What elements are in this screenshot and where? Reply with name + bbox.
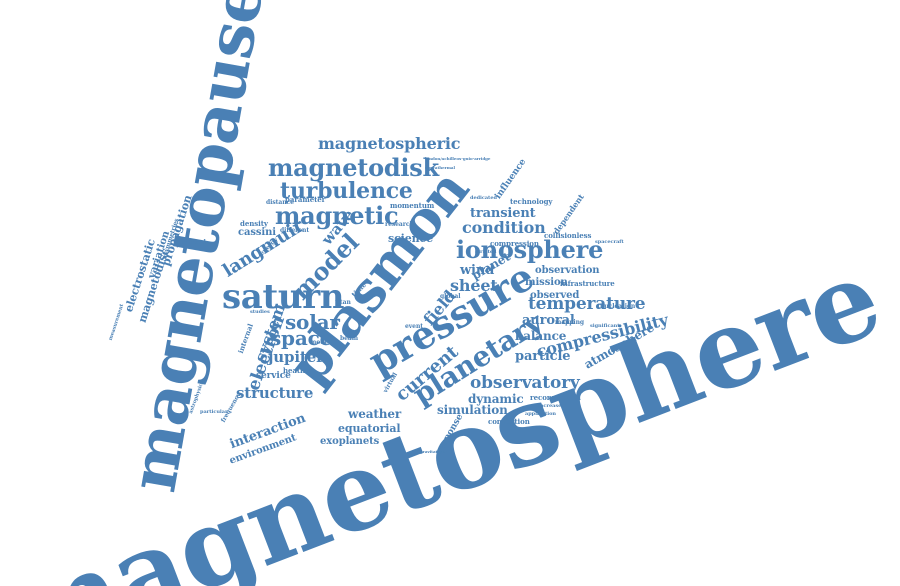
word-internal: internal: [235, 322, 255, 355]
word-condition: condition: [462, 218, 546, 237]
word-research: research: [385, 221, 414, 228]
word-mission: mission: [525, 277, 568, 288]
word-event: event: [405, 323, 423, 330]
word-gravitational: gravitational: [420, 449, 449, 454]
word-infrastructure: infrastructure: [560, 279, 615, 288]
word-distance: distance: [266, 199, 294, 206]
word-solar: solar: [285, 310, 340, 334]
word-momentum: momentum: [390, 201, 435, 210]
word-convection: convection: [488, 417, 530, 426]
word-dependent: dependent: [550, 192, 586, 236]
word-transient: transient: [470, 206, 536, 221]
word-trapped: trapped: [180, 239, 206, 246]
word-wind: wind: [460, 263, 495, 278]
word-weather: weather: [348, 407, 402, 421]
word-balance: balance: [515, 329, 567, 343]
word-dedicated: dedicated: [470, 195, 497, 201]
word-suprathermal: suprathermal: [425, 165, 455, 170]
word-spacecraft: spacecraft: [595, 239, 624, 245]
word-particle: particle: [515, 349, 571, 364]
word-influence: influence: [493, 157, 529, 202]
word-equatorial: equatorial: [338, 422, 401, 435]
word-measurement: measurement: [107, 303, 126, 342]
word-exoplanets: exoplanets: [320, 436, 380, 447]
word-heating: heating: [283, 366, 313, 375]
word-particular: particular: [200, 409, 228, 415]
word-space: space: [270, 326, 333, 350]
word-magnetodisk: magnetodisk: [268, 153, 439, 182]
word-observation: observation: [535, 265, 600, 276]
word-beam: beam: [340, 335, 359, 342]
word-saturn: saturn: [222, 277, 345, 317]
word-technology: technology: [510, 197, 553, 206]
word-service: service: [256, 371, 291, 381]
word-observatory: observatory: [470, 373, 580, 393]
word-striated: striated: [475, 249, 497, 255]
word-science: science: [388, 232, 433, 245]
word-studies: studies: [250, 309, 270, 315]
word-london-achilleos: london/achilleos-guio-arridge: [425, 156, 491, 161]
word-sheet: sheet: [450, 276, 498, 295]
word-density: density: [240, 219, 268, 228]
word-observed: observed: [530, 290, 580, 301]
word-mapping: mapping: [555, 319, 585, 326]
word-auroral: auroral: [522, 313, 575, 328]
word-global: global: [440, 293, 461, 300]
word-magnetic: magnetic: [275, 201, 399, 230]
word-nucleation: nucleation: [600, 303, 636, 310]
word-ionosphere: ionosphere: [456, 235, 604, 264]
word-different: different: [280, 227, 310, 234]
word-frequency: frequency: [219, 391, 243, 424]
word-cassini: cassini: [238, 227, 276, 238]
word-simulation: simulation: [437, 403, 508, 417]
word-temperature: temperature: [528, 294, 646, 314]
word-structure: structure: [236, 384, 314, 402]
word-jupiter: jupiter: [268, 348, 324, 366]
word-parameter: parameter: [285, 195, 326, 204]
word-dynamic: dynamic: [468, 392, 524, 406]
word-application: application: [525, 411, 556, 417]
word-increase: increase: [538, 403, 562, 409]
word-turbulence: turbulence: [280, 178, 413, 204]
word-titan: titan: [335, 299, 351, 306]
word-compression: compression: [490, 239, 539, 248]
word-significant: significant: [590, 323, 620, 329]
word-reconnection: reconnection: [530, 393, 581, 402]
word-mode: mode: [310, 339, 329, 346]
word-magnetospheric: magnetospheric: [318, 134, 461, 153]
word-collisionless: collisionless: [544, 231, 592, 240]
